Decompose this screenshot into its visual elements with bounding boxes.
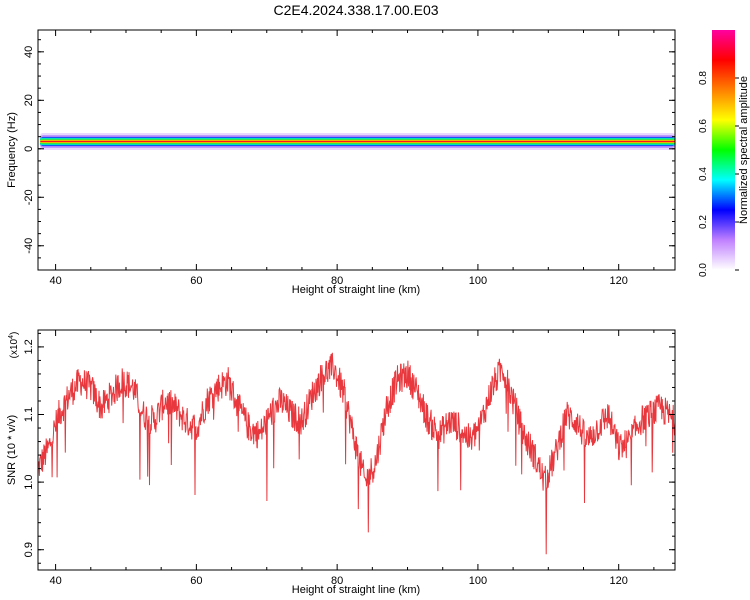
y-tick-label: 1.2	[23, 339, 35, 354]
x-tick-label: 40	[49, 275, 61, 287]
spectrogram-band-layer	[40, 140, 675, 143]
spectrogram-panel: 40 60 80 100 120 -40 -20 0 20 40 Height of strai…	[6, 29, 676, 296]
x-tick-label: 60	[190, 275, 202, 287]
y-tick-label: 1.1	[23, 407, 35, 422]
colorbar-label: Normalized spectral amplitude	[738, 76, 750, 224]
y-tick-label: 20	[23, 94, 35, 106]
colorbar-gradient	[712, 30, 735, 270]
x-tick-label: 40	[49, 575, 61, 587]
y-tick-label: -20	[23, 189, 35, 205]
spectrogram-y-axis-label: Frequency (Hz)	[6, 112, 18, 188]
snr-x-axis-label: Height of straight line (km)	[292, 584, 420, 596]
x-tick-label: 120	[610, 275, 628, 287]
x-tick-label: 100	[469, 275, 487, 287]
figure-title: C2E4.2024.338.17.00.E03	[273, 2, 438, 18]
spectrogram-frame	[37, 29, 676, 271]
y-tick-label: 1.0	[23, 474, 35, 489]
spectrogram-y-ticks: -40 -20 0 20 40	[23, 39, 675, 271]
colorbar-tick-label: 0.8	[698, 71, 709, 85]
x-tick-label: 100	[469, 575, 487, 587]
spectrogram-x-axis-label: Height of straight line (km)	[292, 284, 420, 296]
snr-y-ticks: 0.9 1.0 1.1 1.2	[23, 332, 675, 564]
y-tick-label: 40	[23, 46, 35, 58]
y-tick-label: 0	[23, 146, 35, 152]
x-tick-label: 60	[190, 575, 202, 587]
colorbar-tick-label: 0.4	[698, 167, 709, 181]
colorbar: 0.0 0.2 0.4 0.6 0.8 Normalized spectral ampl…	[698, 30, 750, 277]
y-tick-label: -40	[23, 238, 35, 254]
snr-x-ticks: 40 60 80 100 120	[49, 330, 655, 587]
snr-frame	[37, 329, 676, 571]
spectrogram-band	[40, 133, 675, 150]
y-tick-label: 0.9	[23, 542, 35, 557]
x-tick-label: 120	[610, 575, 628, 587]
x-tick-label: 80	[331, 575, 343, 587]
snr-series-line	[38, 352, 675, 555]
colorbar-ticks: 0.0 0.2 0.4 0.6 0.8	[698, 71, 739, 277]
colorbar-tick-label: 0.6	[698, 119, 709, 133]
colorbar-tick-label: 0.2	[698, 215, 709, 229]
x-tick-label: 80	[331, 275, 343, 287]
spectrogram-x-ticks: 40 60 80 100 120	[49, 30, 655, 287]
snr-y-axis-label: SNR (10 * v/v)	[6, 415, 18, 485]
colorbar-tick-label: 0.0	[698, 263, 709, 277]
snr-y-multiplier: (x104)	[8, 332, 20, 359]
snr-panel: 40 60 80 100 120 0.9 1.0 1.1 1.2 Height of stra…	[6, 329, 676, 596]
